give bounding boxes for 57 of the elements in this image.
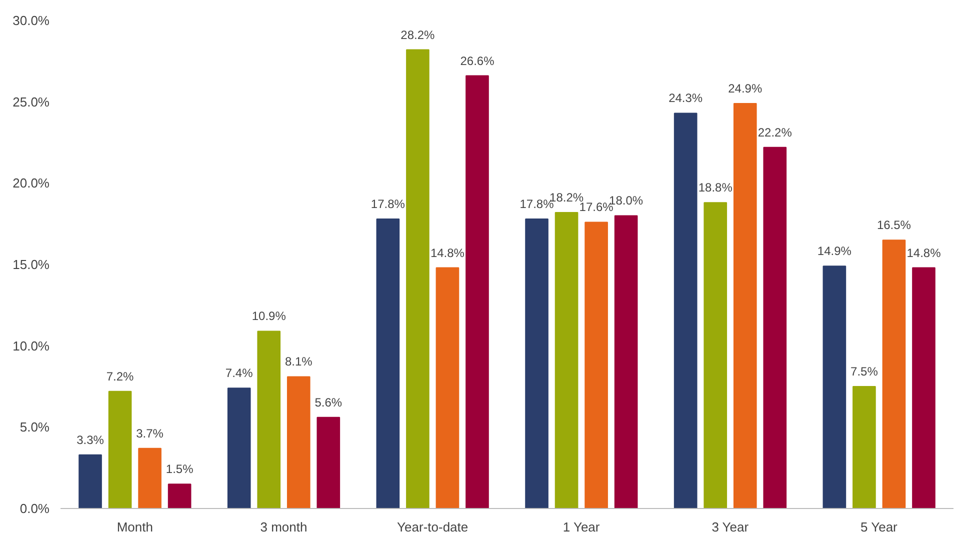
y-tick-label: 0.0%	[20, 501, 50, 516]
x-tick-label: Year-to-date	[397, 520, 468, 534]
bar	[108, 390, 132, 508]
y-tick-label: 15.0%	[12, 257, 50, 272]
data-label: 26.6%	[460, 54, 495, 68]
data-label: 14.8%	[430, 246, 465, 260]
bar	[614, 215, 638, 508]
data-label: 24.3%	[668, 91, 703, 106]
bar	[822, 266, 846, 508]
data-label: 14.8%	[906, 246, 942, 260]
bar	[436, 267, 460, 508]
y-tick-label: 30.0%	[12, 13, 50, 28]
data-label: 7.2%	[106, 369, 134, 384]
bar	[763, 146, 787, 508]
x-tick-label: Month	[116, 520, 153, 534]
data-label: 18.8%	[698, 180, 733, 195]
data-label: 14.9%	[817, 244, 852, 258]
bar	[78, 454, 102, 508]
data-label: 17.8%	[370, 196, 406, 211]
bar	[882, 240, 906, 508]
bar	[554, 212, 578, 508]
bar	[733, 102, 757, 508]
data-label: 7.5%	[850, 364, 878, 378]
data-label: 10.9%	[252, 309, 286, 324]
bar	[466, 75, 489, 508]
data-label: 24.9%	[728, 81, 762, 96]
data-label: 16.5%	[876, 218, 912, 232]
x-tick-label: 1 Year	[562, 520, 600, 534]
bar	[257, 330, 281, 508]
data-label: 22.2%	[758, 125, 792, 140]
bar	[376, 218, 400, 508]
bar	[286, 376, 310, 508]
data-label: 5.6%	[314, 395, 342, 410]
data-label: 1.5%	[166, 462, 194, 476]
bar	[584, 222, 608, 508]
bar	[674, 112, 698, 508]
bar	[852, 386, 876, 508]
bar	[316, 416, 340, 508]
data-label: 3.7%	[136, 426, 164, 440]
x-tick-label: 3 month	[260, 520, 308, 534]
data-label: 3.3%	[76, 432, 104, 447]
x-tick-label: 5 Year	[860, 520, 898, 534]
bar	[525, 218, 548, 508]
y-tick-label: 20.0%	[12, 176, 50, 191]
x-tick-label: 3 Year	[712, 520, 750, 534]
data-label: 7.4%	[225, 366, 254, 380]
bar	[912, 267, 936, 508]
y-tick-label: 25.0%	[12, 94, 50, 110]
y-tick-label: 10.0%	[12, 338, 50, 354]
bar	[227, 388, 251, 508]
data-label: 8.1%	[284, 354, 313, 369]
y-tick-label: 5.0%	[20, 420, 50, 435]
bar	[168, 484, 192, 508]
bar	[704, 202, 728, 508]
bar	[406, 49, 430, 508]
bar	[138, 448, 162, 508]
data-label: 28.2%	[400, 28, 436, 42]
